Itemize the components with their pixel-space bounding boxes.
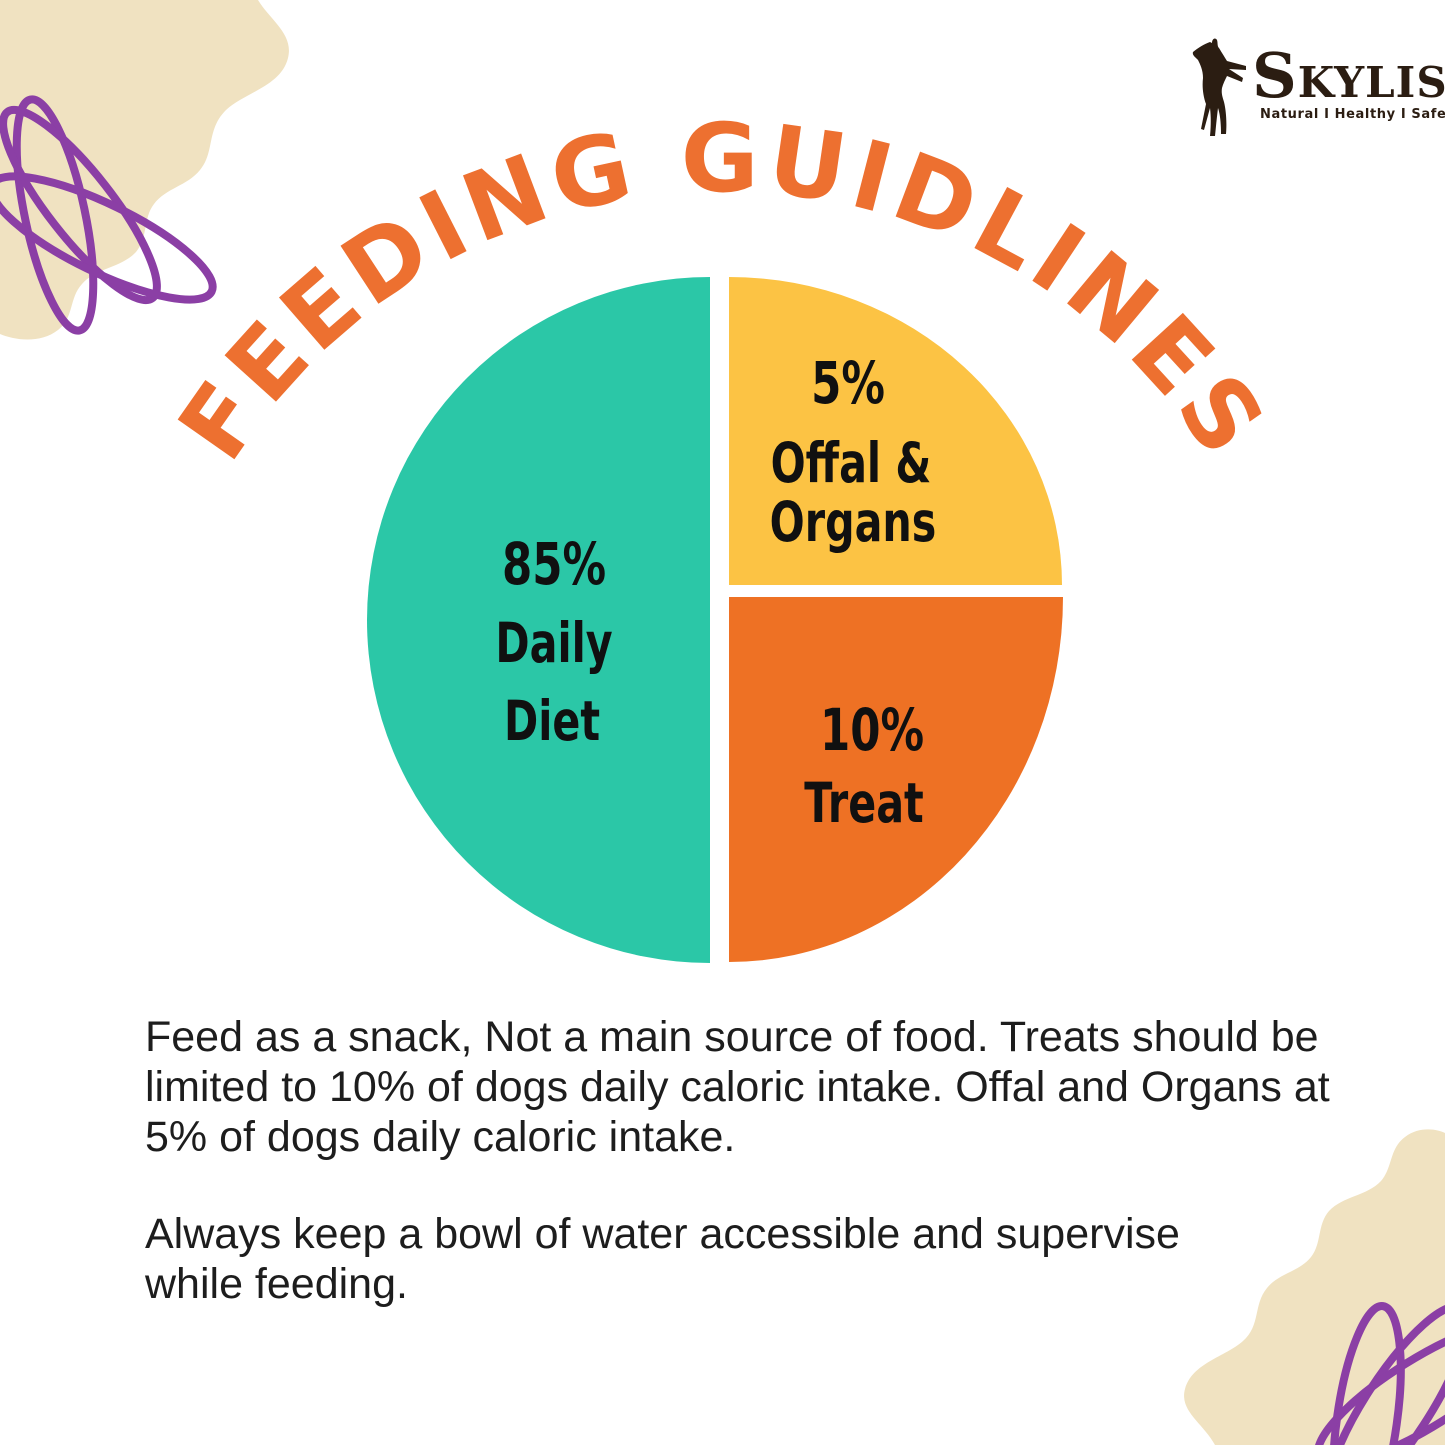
feeding-note-paragraph-2: Always keep a bowl of water accessible a… [145,1209,1335,1309]
text-line: while feeding. [145,1260,408,1308]
beige-blob [0,0,289,340]
slice-label-treat: Treat [804,772,923,835]
petal-flower-icon [0,95,217,335]
decoration-top-left [0,0,289,340]
text-line: 5% of dogs daily caloric intake. [145,1113,736,1161]
brand-logo: SKYLIST Natural I Healthy I Safe [1188,36,1445,146]
pie-slice-treat [729,597,1063,962]
page-title: FEEDING GUIDLINES [158,104,1288,479]
text-line: Feed as a snack, Not a main source of fo… [145,1013,1319,1061]
brand-tagline: Natural I Healthy I Safe [1260,107,1445,122]
pie-slice-offal-organs [729,277,1062,585]
slice-label-diet: Diet [504,690,600,753]
text-line: limited to 10% of dogs daily caloric int… [145,1063,1330,1111]
slice-label-offal: Offal & [771,432,932,495]
dog-silhouette-icon [1192,38,1246,136]
slice-label-daily: Daily [495,612,612,675]
slice-value-offal-organs: 5% [811,350,885,418]
feeding-note-paragraph-1: Feed as a snack, Not a main source of fo… [145,1012,1335,1162]
slice-value-daily-diet: 85% [502,531,606,599]
slice-label-organs: Organs [770,491,937,554]
slice-value-treat: 10% [820,697,924,765]
brand-name: SKYLIST [1252,39,1445,112]
petal-flower-icon [1313,1302,1445,1445]
text-line: Always keep a bowl of water accessible a… [145,1210,1180,1258]
pie-slice-daily-diet [367,277,710,963]
feeding-notes: Feed as a snack, Not a main source of fo… [145,1012,1335,1309]
